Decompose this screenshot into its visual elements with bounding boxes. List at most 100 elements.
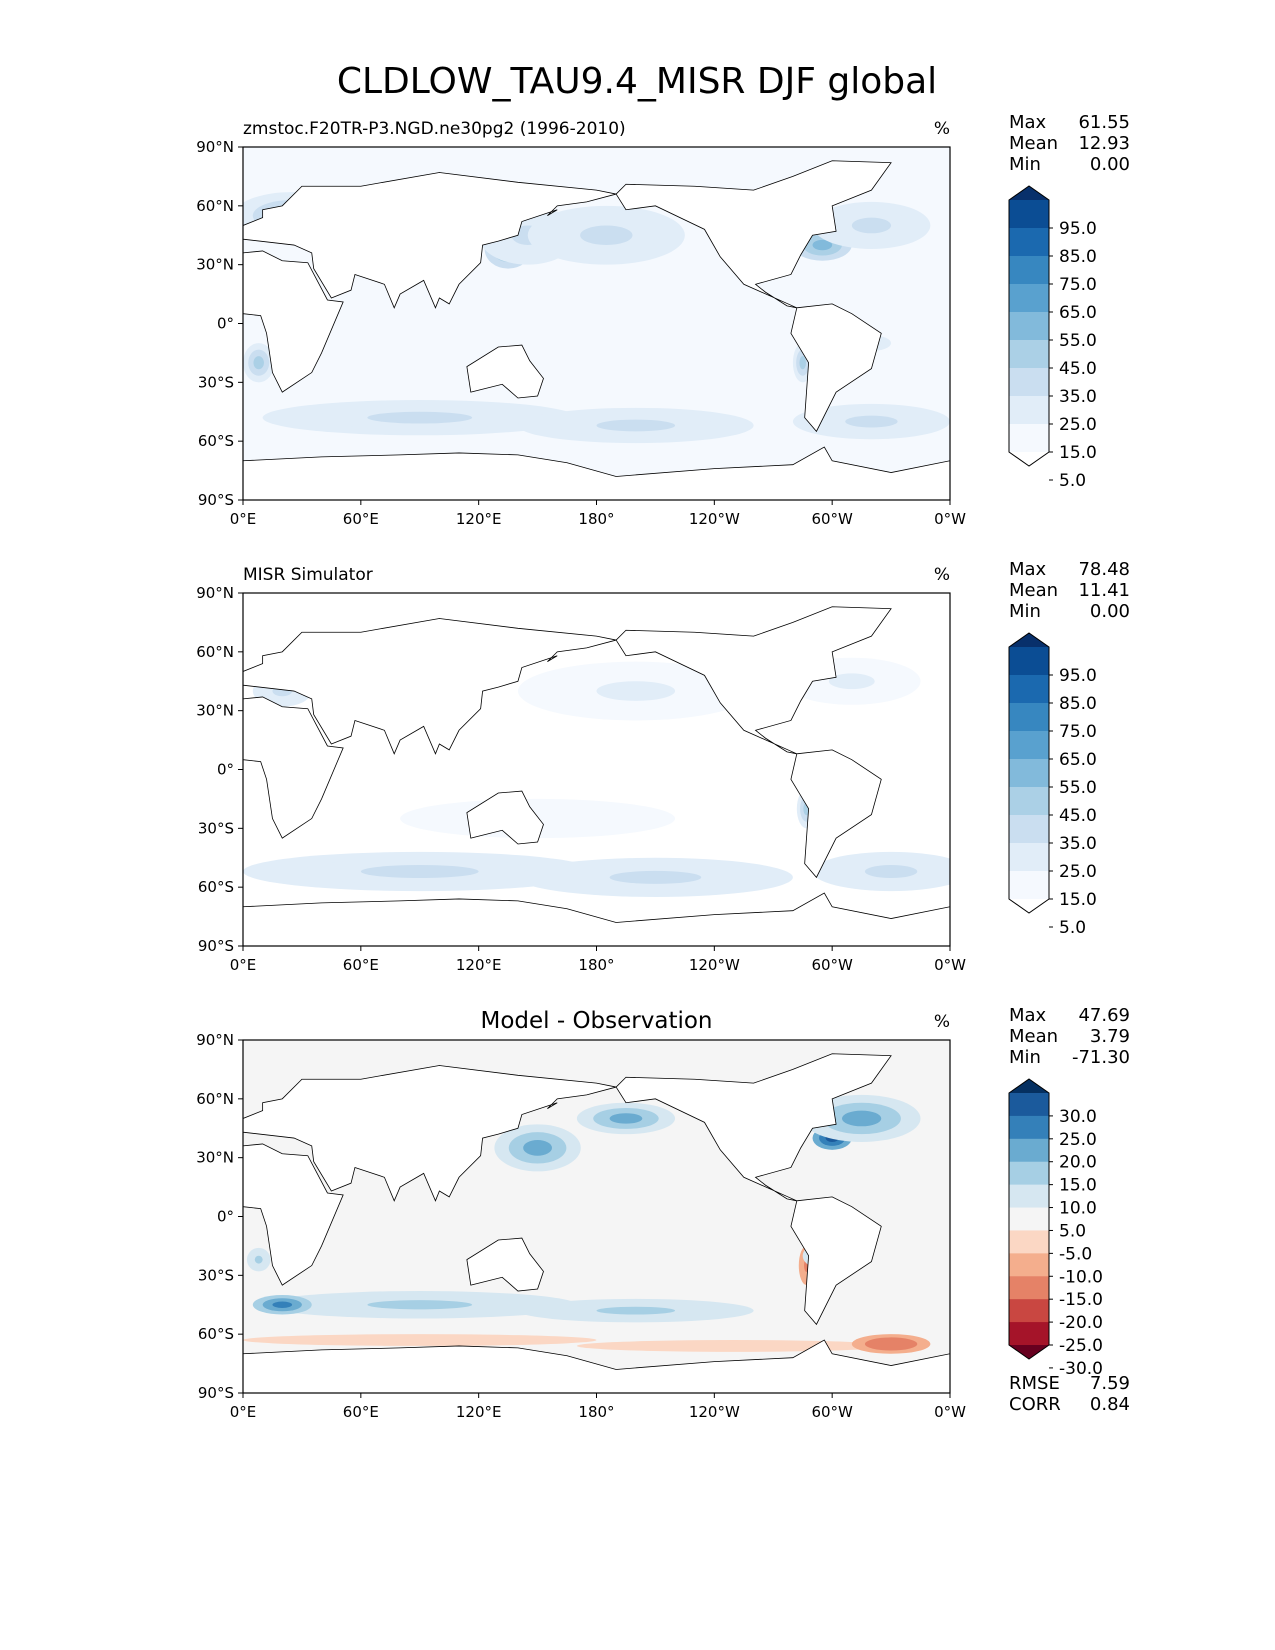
colorbar-segment: [1009, 703, 1049, 732]
colorbar-tick-label: 55.0: [1059, 331, 1097, 351]
x-tick-label: 0°E: [230, 1403, 257, 1421]
y-tick-label: 60°N: [196, 1090, 234, 1108]
x-tick-label: 120°E: [456, 956, 502, 974]
colorbar-tick-label: 5.0: [1059, 1221, 1086, 1241]
metric-value: 7.59: [1090, 1373, 1130, 1394]
coastline-antarctica: [243, 1339, 950, 1393]
colorbar-tick-label: 65.0: [1059, 750, 1097, 770]
panel-observation: 0°E 60°E 120°E 180° 120°W 60°W 0°W 90°N 60°N 30°N…: [196, 559, 1130, 974]
x-tick-label: 120°E: [456, 510, 502, 528]
field-contour: [360, 864, 479, 879]
colorbar-segment: [1009, 1161, 1049, 1186]
x-tick-label: 60°W: [811, 956, 853, 974]
field-contour: [491, 307, 584, 321]
panel-model: 0°E 60°E 120°E 180° 120°W 60°W 0°W 90°N 60°N 30°N…: [196, 112, 1130, 528]
units-label: %: [934, 119, 950, 139]
stat-label: Max: [1009, 1005, 1047, 1026]
colorbar-tick-label: 85.0: [1059, 694, 1097, 714]
field-contour: [580, 225, 633, 246]
field-contour: [272, 1301, 293, 1309]
colorbar-tick-label: 25.0: [1059, 862, 1097, 882]
field-contour: [845, 415, 898, 428]
colorbar-extend-bottom: [1009, 452, 1049, 466]
y-tick-label: 90°S: [198, 1384, 234, 1402]
colorbar-segment: [1009, 368, 1049, 397]
panel-difference: 0°E 60°E 120°E 180° 120°W 60°W 0°W 90°N 60°N 30°N…: [196, 1005, 1130, 1421]
field-contour: [596, 419, 676, 432]
colorbar-tick-label: -30.0: [1059, 1359, 1103, 1379]
colorbar-tick-label: -20.0: [1059, 1313, 1103, 1333]
coastline: [466, 344, 544, 399]
colorbar-tick-label: 45.0: [1059, 359, 1097, 379]
stat-label: Max: [1009, 112, 1047, 133]
stat-label: Max: [1009, 559, 1047, 580]
y-tick-label: 60°N: [196, 643, 234, 661]
colorbar-segment: [1009, 340, 1049, 369]
field-contour: [828, 673, 875, 690]
field-contour: [851, 217, 892, 234]
colorbar-extend-bottom: [1009, 899, 1049, 913]
panel-title: MISR Simulator: [243, 565, 373, 585]
stat-label: Min: [1009, 1047, 1041, 1068]
y-tick-label: 60°S: [198, 432, 234, 450]
colorbar-tick-label: 25.0: [1059, 415, 1097, 435]
units-label: %: [934, 1012, 950, 1032]
x-tick-label: 60°W: [811, 1403, 853, 1421]
x-tick-label: 60°E: [343, 956, 379, 974]
map-area: [243, 593, 950, 946]
y-tick-label: 0°: [217, 1208, 234, 1226]
x-tick-label: 0°E: [230, 510, 257, 528]
colorbar-segment: [1009, 787, 1049, 816]
coastline: [790, 749, 882, 879]
field-contour: [367, 411, 473, 424]
colorbar-tick-label: 30.0: [1059, 1107, 1097, 1127]
metric-label: RMSE: [1009, 1373, 1060, 1394]
stat-value: 12.93: [1078, 133, 1130, 154]
coastline: [790, 303, 882, 433]
coastline: [466, 1237, 544, 1292]
colorbar-tick-label: 25.0: [1059, 1130, 1097, 1150]
colorbar-tick-label: 20.0: [1059, 1153, 1097, 1173]
y-tick-label: 90°S: [198, 491, 234, 509]
colorbar-tick-label: -25.0: [1059, 1336, 1103, 1356]
x-tick-label: 0°W: [934, 1403, 966, 1421]
y-tick-label: 90°N: [196, 584, 234, 602]
map-area: [243, 147, 950, 500]
coastline: [243, 250, 344, 393]
colorbar-tick-label: 45.0: [1059, 806, 1097, 826]
field-contour: [681, 1343, 787, 1348]
x-tick-label: 120°W: [689, 956, 740, 974]
y-tick-label: 0°: [217, 315, 234, 333]
stat-value: 3.79: [1090, 1026, 1130, 1047]
colorbar-segment: [1009, 228, 1049, 257]
colorbar: -30.0 -25.0 -20.0 -15.0 -10.0 -5.0 5.010.0 15.0…: [1008, 1078, 1103, 1379]
field-contour: [799, 356, 806, 370]
stat-value: 0.00: [1090, 154, 1130, 175]
coastline: [790, 1196, 882, 1326]
colorbar: 5.0 15.0 25.0 35.0 45.0 55.0 65.0 75.0 85.0 95.0: [1008, 632, 1097, 938]
units-label: %: [934, 565, 950, 585]
coastline: [243, 172, 617, 309]
metric-value: 0.84: [1090, 1394, 1130, 1415]
stat-value: 78.48: [1078, 559, 1130, 580]
field-contour: [841, 1110, 882, 1127]
coastline: [243, 1143, 344, 1286]
colorbar-segment: [1009, 759, 1049, 788]
colorbar-segment: [1009, 284, 1049, 313]
figure-title: CLDLOW_TAU9.4_MISR DJF global: [337, 61, 937, 102]
y-tick-label: 90°S: [198, 937, 234, 955]
colorbar-tick-label: -15.0: [1059, 1290, 1103, 1310]
y-tick-label: 0°: [217, 761, 234, 779]
colorbar-tick-label: 10.0: [1059, 1199, 1097, 1219]
field-contour: [596, 681, 676, 701]
coastline: [466, 790, 544, 845]
field-contour: [877, 1340, 905, 1348]
colorbar-tick-label: 15.0: [1059, 443, 1097, 463]
x-tick-label: 180°: [578, 956, 614, 974]
colorbar-tick-label: 5.0: [1059, 918, 1086, 938]
metric-label: CORR: [1009, 1394, 1061, 1415]
colorbar-segment: [1009, 1322, 1049, 1346]
coastline: [615, 606, 892, 755]
colorbar-segment: [1009, 1207, 1049, 1231]
colorbar-segment: [1009, 675, 1049, 704]
